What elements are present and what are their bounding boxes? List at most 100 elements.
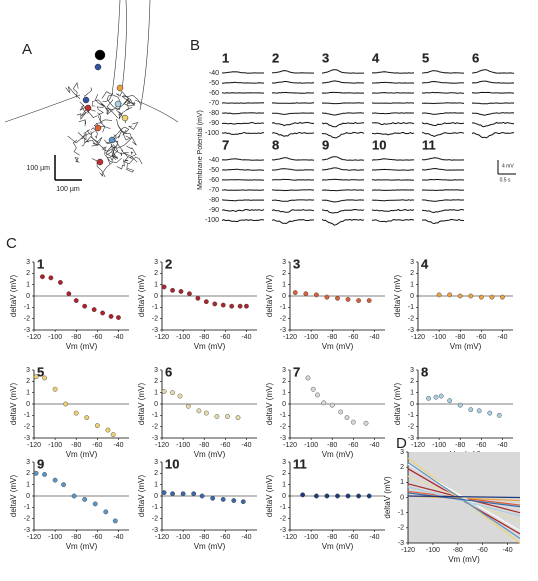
x-tick-label: -100	[48, 442, 62, 449]
trace	[321, 80, 365, 84]
y-tick-label: 3	[154, 259, 158, 266]
y-axis-label: deltaV (mV)	[9, 475, 18, 518]
chart-title: 3	[293, 256, 300, 271]
dendrite	[105, 144, 119, 158]
data-point	[335, 493, 340, 499]
data-point	[489, 294, 495, 300]
panel-label: C	[6, 235, 17, 252]
y-tick-label: 1	[26, 282, 30, 289]
cell-label: 7	[222, 137, 229, 152]
trace	[471, 91, 515, 94]
dendrite	[110, 143, 122, 155]
y-tick-label: 2	[26, 270, 30, 277]
soma	[114, 100, 122, 108]
dendrite	[74, 157, 80, 163]
data-point	[244, 303, 249, 309]
dendrite	[101, 91, 121, 103]
y-tick-label: 3	[154, 459, 158, 466]
data-point	[187, 291, 192, 297]
dendrite	[101, 145, 113, 155]
data-point	[48, 275, 54, 281]
y-tick-label: 3	[410, 259, 414, 266]
y-tick-label: -3	[24, 327, 30, 334]
x-axis-label: Vm (mV)	[194, 542, 226, 551]
series-line	[407, 492, 521, 508]
trace	[371, 121, 415, 126]
trace	[471, 69, 515, 74]
data-point	[191, 491, 197, 497]
y-tick-label: -2	[280, 516, 286, 523]
dendrite	[77, 132, 85, 147]
data-point	[178, 289, 184, 294]
trace	[422, 218, 465, 225]
soma	[94, 63, 102, 71]
y-tick-label: -1	[152, 504, 158, 511]
x-tick-label: -40	[241, 534, 251, 541]
cell-label: 2	[272, 50, 279, 65]
trace	[371, 208, 415, 212]
trace	[471, 112, 515, 116]
x-tick-label: -100	[48, 534, 62, 541]
data-point	[66, 291, 72, 297]
data-point	[478, 294, 484, 300]
trace	[271, 131, 315, 137]
x-axis-label: Vm (mV)	[450, 342, 482, 351]
trace	[421, 131, 465, 137]
x-tick-label: -40	[241, 442, 251, 449]
data-point	[161, 490, 167, 495]
panel-label: B	[190, 37, 200, 54]
dendrite	[95, 94, 105, 108]
y-tick-label: 3	[26, 367, 30, 374]
x-tick-label: -120	[283, 334, 297, 341]
dendrite	[99, 161, 114, 177]
dendrite	[106, 95, 121, 111]
trace	[321, 167, 365, 171]
series-line	[407, 475, 521, 523]
trace	[371, 71, 415, 74]
chart-title: 1	[37, 256, 44, 271]
soma	[116, 84, 124, 92]
x-tick-label: -80	[199, 534, 209, 541]
dendrite	[111, 146, 119, 161]
y-axis-label: deltaV (mV)	[393, 275, 402, 318]
data-point	[433, 394, 439, 400]
y-tick-label: 2	[154, 470, 158, 477]
data-point	[476, 408, 482, 414]
y-tick-label: 3	[282, 259, 286, 266]
y-tick-label: 1	[282, 482, 286, 489]
x-tick-label: -80	[71, 334, 81, 341]
level-label: -80	[209, 197, 219, 204]
data-point	[324, 493, 330, 499]
data-point	[366, 298, 372, 303]
trace	[321, 69, 364, 74]
x-axis-label: Vm (mV)	[194, 450, 226, 459]
dendrite	[65, 86, 81, 100]
trace	[221, 158, 264, 161]
trace	[372, 189, 414, 191]
data-point	[71, 493, 77, 499]
y-tick-label: -3	[280, 435, 286, 442]
dendrite	[76, 106, 87, 120]
y-tick-label: 2	[410, 270, 414, 277]
data-point	[100, 310, 106, 316]
data-point	[487, 410, 493, 416]
dendrite	[99, 119, 113, 133]
data-point	[500, 294, 505, 300]
y-tick-label: -1	[408, 412, 414, 419]
data-point	[366, 493, 372, 499]
x-tick-label: -40	[241, 334, 251, 341]
y-tick-label: 0	[26, 293, 30, 300]
cell-label: 1	[222, 50, 229, 65]
y-tick-label: 2	[26, 378, 30, 385]
y-tick-label: -2	[398, 525, 404, 532]
y-tick-label: 2	[400, 464, 404, 471]
trace	[321, 91, 365, 94]
data-point	[91, 307, 97, 312]
trace	[422, 102, 464, 105]
cell-label: 4	[372, 50, 380, 65]
soma	[108, 136, 116, 144]
trace	[421, 91, 464, 94]
data-point	[345, 493, 351, 499]
x-tick-label: -80	[71, 534, 81, 541]
dendrite	[123, 156, 133, 162]
